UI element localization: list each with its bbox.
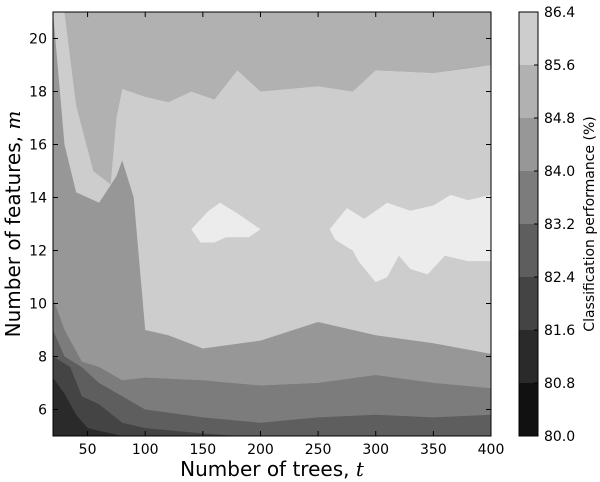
- colorbar-band: [519, 330, 538, 383]
- x-axis-label: Number of trees, t: [180, 457, 365, 481]
- colorbar-band: [519, 277, 538, 330]
- colorbar-band: [519, 12, 538, 65]
- colorbar-band: [519, 383, 538, 436]
- plot-area: [53, 12, 491, 436]
- x-tick-label: 100: [132, 442, 159, 458]
- y-tick-label: 8: [38, 350, 47, 366]
- x-tick-label: 300: [362, 442, 389, 458]
- contour-band-low-2: [53, 356, 238, 436]
- x-tick-label: 50: [79, 442, 97, 458]
- x-tick-label: 400: [478, 442, 505, 458]
- x-tick-label: 250: [305, 442, 332, 458]
- contour-band-6: [53, 12, 491, 436]
- y-tick-label: 14: [29, 191, 47, 207]
- colorbar-tick-label: 81.6: [544, 323, 575, 339]
- colorbar-tick-label: 80.8: [544, 376, 575, 392]
- colorbar-band: [519, 224, 538, 277]
- colorbar-tick-label: 84.8: [544, 111, 575, 127]
- colorbar-label: Classification performance (%): [582, 116, 598, 331]
- colorbar-band: [519, 171, 538, 224]
- y-axis-ticks: 6 8 10 12 14 16 18 20: [29, 32, 491, 419]
- contour-band-9: [329, 194, 491, 283]
- y-tick-label: 12: [29, 244, 47, 260]
- colorbar-tick-label: 83.2: [544, 217, 575, 233]
- colorbar-tick-label: 80.0: [544, 429, 575, 445]
- colorbar-tick-label: 86.4: [544, 5, 575, 21]
- plot-frame: [52, 11, 492, 437]
- y-axis-label: Number of features, m: [1, 111, 25, 338]
- x-tick-label: 200: [247, 442, 274, 458]
- contour-band-low-1: [53, 377, 123, 436]
- x-axis-ticks: 50 100 150 200 250 300 350 400: [79, 12, 505, 458]
- contour-band-8: [191, 202, 261, 243]
- colorbar-band: [519, 65, 538, 118]
- x-tick-label: 150: [189, 442, 216, 458]
- colorbar-band: [519, 118, 538, 171]
- y-tick-label: 10: [29, 297, 47, 313]
- colorbar-tick-label: 85.6: [544, 58, 575, 74]
- colorbar: 80.0 80.8 81.6 82.4 83.2 84.0 84.8 85.6 86.4: [518, 5, 575, 445]
- y-tick-label: 18: [29, 85, 47, 101]
- y-tick-label: 6: [38, 403, 47, 419]
- colorbar-tick-label: 84.0: [544, 164, 575, 180]
- y-tick-label: 16: [29, 138, 47, 154]
- y-tick-label: 20: [29, 32, 47, 48]
- contour-band-low-4: [53, 298, 491, 436]
- colorbar-tick-label: 82.4: [544, 270, 575, 286]
- x-tick-label: 350: [420, 442, 447, 458]
- contour-band-7: [53, 12, 491, 185]
